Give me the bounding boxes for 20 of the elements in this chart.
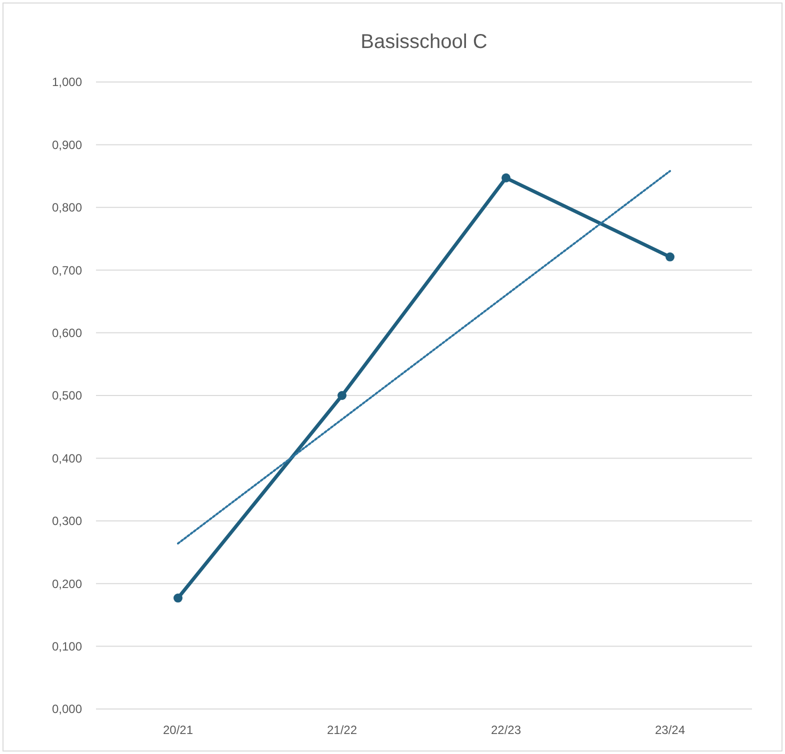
y-tick-label: 0,500 bbox=[52, 388, 82, 403]
point bbox=[666, 252, 674, 262]
point bbox=[502, 173, 510, 182]
x-tick-label: 22/23 bbox=[490, 723, 522, 737]
y-tick-label: 0,800 bbox=[52, 200, 82, 215]
y-tick-label: 1,000 bbox=[52, 75, 82, 90]
point bbox=[174, 594, 182, 603]
y-tick-label: 0,600 bbox=[52, 326, 82, 340]
x-tick-label: 23/24 bbox=[654, 723, 686, 737]
x-tick-label: 20/21 bbox=[162, 723, 194, 737]
y-tick-label: 0,900 bbox=[52, 138, 82, 152]
x-tick-label: 21/22 bbox=[326, 723, 358, 737]
y-tick-label: 0,400 bbox=[52, 451, 82, 466]
y-tick-label: 0,200 bbox=[52, 576, 82, 591]
y-tick-label: 0,300 bbox=[52, 514, 82, 528]
y-tick-label: 0,000 bbox=[52, 702, 82, 716]
y-tick-label: 0,100 bbox=[52, 640, 82, 654]
y-tick-label: 0,700 bbox=[52, 263, 82, 278]
chart-title: Basisschool C bbox=[360, 31, 488, 53]
point bbox=[338, 391, 346, 400]
